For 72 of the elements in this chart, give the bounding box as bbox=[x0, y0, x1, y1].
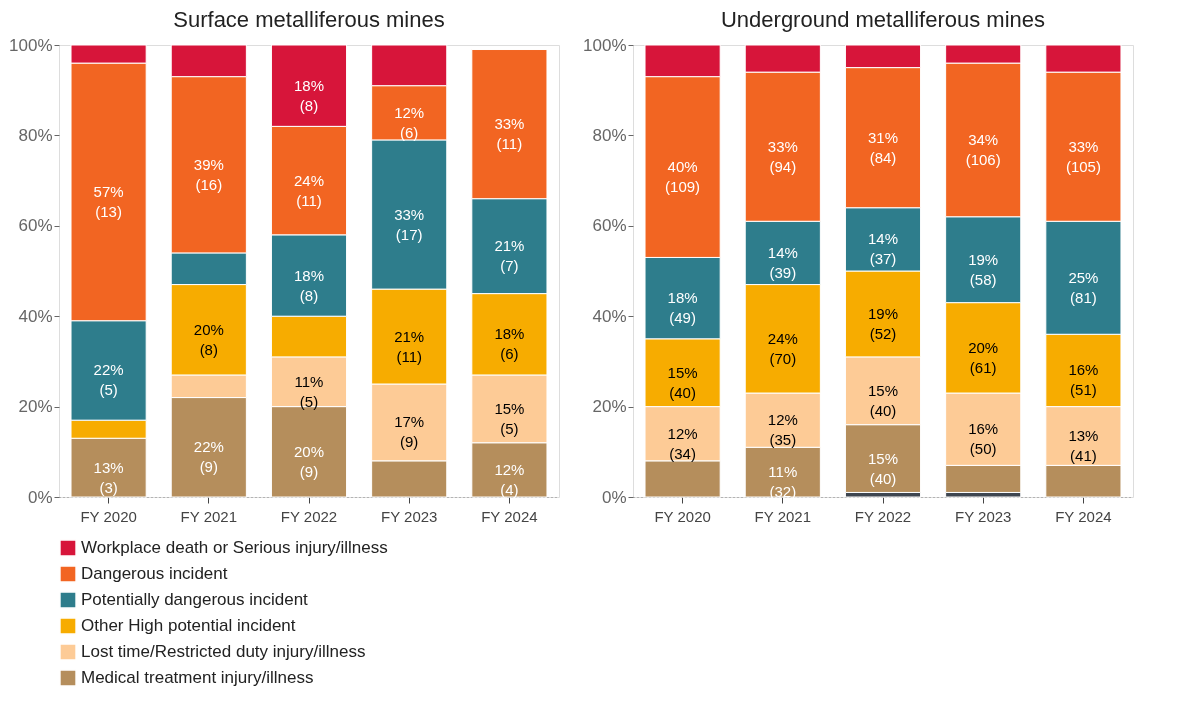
data-label: 18% (8) bbox=[293, 76, 325, 114]
legend-label: Lost time/Restricted duty injury/illness bbox=[81, 642, 366, 661]
data-label: 15% (5) bbox=[494, 399, 525, 437]
data-label: 34% (106) bbox=[965, 130, 1001, 168]
data-label: 19% (52) bbox=[867, 304, 899, 342]
x-tick-label: FY 2021 bbox=[754, 507, 812, 525]
data-label: 33% (11) bbox=[494, 115, 525, 153]
data-label: 13% (41) bbox=[1068, 426, 1099, 464]
data-label: 16% (50) bbox=[968, 420, 999, 458]
y-tick-label: 0% bbox=[601, 487, 627, 507]
x-tick-label: FY 2022 bbox=[854, 507, 912, 525]
y-tick-label: 40% bbox=[18, 306, 53, 326]
legend-label: Other High potential incident bbox=[81, 616, 296, 635]
y-tick-label: 20% bbox=[18, 397, 53, 417]
x-tick-label: FY 2021 bbox=[180, 507, 238, 525]
chart-title: Underground metalliferous mines bbox=[720, 7, 1046, 32]
x-tick-label: FY 2020 bbox=[80, 507, 137, 525]
data-label: 11% (5) bbox=[294, 372, 324, 410]
data-label: 22% (9) bbox=[193, 438, 224, 476]
data-label: 12% (4) bbox=[494, 460, 525, 498]
data-label: 20% (8) bbox=[193, 320, 224, 358]
data-label: 14% (39) bbox=[767, 243, 798, 281]
data-label: 57% (13) bbox=[93, 182, 124, 220]
data-label: 15% (40) bbox=[867, 381, 899, 419]
y-tick-label: 20% bbox=[592, 397, 627, 417]
data-label: 12% (6) bbox=[394, 103, 425, 141]
x-tick-label: FY 2023 bbox=[954, 507, 1012, 525]
data-label: 13% (3) bbox=[93, 458, 124, 496]
data-label: 20% (9) bbox=[293, 442, 325, 480]
x-tick-label: FY 2024 bbox=[1055, 507, 1112, 525]
data-label: 40% (109) bbox=[665, 158, 701, 196]
x-tick-label: FY 2024 bbox=[481, 507, 538, 525]
legend-label: Potentially dangerous incident bbox=[81, 590, 309, 609]
y-tick-label: 60% bbox=[18, 216, 53, 236]
data-label: 17% (9) bbox=[394, 413, 425, 451]
data-label: 19% (58) bbox=[968, 250, 999, 288]
y-tick-label: 0% bbox=[27, 487, 53, 507]
data-label: 33% (17) bbox=[394, 205, 425, 243]
data-label: 18% (8) bbox=[293, 266, 325, 304]
data-label: 20% (61) bbox=[968, 338, 999, 376]
x-tick-label: FY 2023 bbox=[380, 507, 438, 525]
y-tick-label: 80% bbox=[592, 125, 627, 145]
data-label: 31% (84) bbox=[867, 128, 899, 166]
data-label: 25% (81) bbox=[1068, 268, 1099, 306]
data-label: 22% (5) bbox=[93, 361, 124, 399]
chart-title: Surface metalliferous mines bbox=[173, 7, 445, 32]
data-label: 12% (35) bbox=[767, 411, 798, 449]
y-tick-label: 100% bbox=[583, 35, 627, 55]
legend-label: Dangerous incident bbox=[81, 564, 228, 583]
data-label: 15% (40) bbox=[867, 449, 899, 487]
data-label: 24% (11) bbox=[293, 171, 325, 209]
y-tick-label: 40% bbox=[592, 306, 627, 326]
data-label: 14% (37) bbox=[867, 230, 899, 268]
y-tick-label: 60% bbox=[592, 216, 627, 236]
y-tick-label: 80% bbox=[18, 125, 53, 145]
data-label: 12% (34) bbox=[667, 424, 698, 462]
data-label: 33% (105) bbox=[1065, 137, 1101, 175]
y-tick-label: 100% bbox=[9, 35, 53, 55]
legend-label: Workplace death or Serious injury/illness bbox=[81, 538, 388, 557]
data-label: 39% (16) bbox=[193, 155, 224, 193]
data-label: 21% (7) bbox=[494, 237, 525, 275]
data-label: 18% (6) bbox=[494, 325, 525, 363]
data-label: 11% (32) bbox=[768, 463, 798, 501]
x-tick-label: FY 2022 bbox=[280, 507, 338, 525]
data-label: 16% (51) bbox=[1068, 361, 1099, 399]
x-tick-label: FY 2020 bbox=[654, 507, 711, 525]
data-label: 24% (70) bbox=[767, 329, 798, 367]
data-label: 33% (94) bbox=[767, 137, 798, 175]
data-label: 21% (11) bbox=[394, 327, 425, 365]
legend-label: Medical treatment injury/illness bbox=[81, 668, 314, 687]
data-label: 15% (40) bbox=[667, 363, 698, 401]
data-label: 18% (49) bbox=[667, 289, 698, 327]
